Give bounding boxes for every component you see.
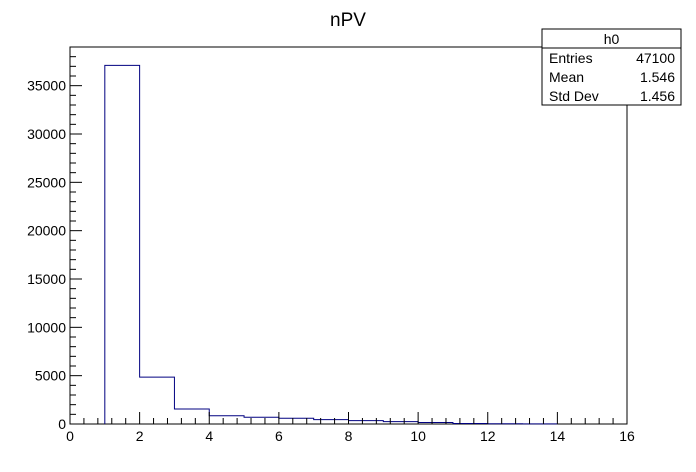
y-tick-label: 30000: [27, 126, 66, 142]
y-tick-label: 10000: [27, 319, 66, 335]
x-tick-label: 16: [619, 428, 635, 444]
chart-title: nPV: [330, 10, 366, 31]
histogram-bin: [209, 416, 244, 424]
histogram-bin: [279, 418, 314, 424]
x-tick-label: 10: [410, 428, 426, 444]
stats-box-border: [541, 28, 682, 106]
y-axis: 0 5000 10000 15000 20000 25000 30000 35000: [27, 46, 82, 432]
stats-box: h0 Entries 47100 Mean 1.546 Std Dev 1.456: [541, 28, 682, 106]
stats-row-label: Entries: [549, 50, 593, 66]
stats-row-value: 1.546: [640, 69, 675, 85]
y-tick-label: 35000: [27, 78, 66, 94]
x-tick-label: 14: [550, 428, 566, 444]
x-tick-label: 6: [275, 428, 283, 444]
x-tick-label: 8: [345, 428, 353, 444]
histogram-bin: [105, 65, 140, 424]
y-tick-label: 0: [58, 416, 66, 432]
histogram-bin: [174, 409, 209, 424]
x-axis: 0 2 4 6 8 10 12 14 16: [66, 412, 635, 444]
x-tick-label: 4: [205, 428, 213, 444]
y-tick-label: 25000: [27, 174, 66, 190]
stats-box-title: h0: [604, 31, 620, 47]
y-tick-label: 15000: [27, 271, 66, 287]
x-tick-label: 12: [480, 428, 496, 444]
histogram-bin: [349, 421, 384, 424]
histogram-bin: [244, 417, 279, 424]
x-tick-label: 2: [136, 428, 144, 444]
y-tick-label: 20000: [27, 223, 66, 239]
histogram-bin: [140, 377, 175, 424]
y-tick-label: 5000: [35, 368, 66, 384]
histogram-bin: [314, 420, 349, 424]
x-tick-label: 0: [66, 428, 74, 444]
stats-row-value: 47100: [636, 50, 675, 66]
stats-row-value: 1.456: [640, 88, 675, 104]
stats-row-label: Std Dev: [549, 88, 599, 104]
histogram-outline: [104, 64, 558, 425]
histogram-bars: [104, 64, 558, 425]
stats-row-label: Mean: [549, 69, 584, 85]
